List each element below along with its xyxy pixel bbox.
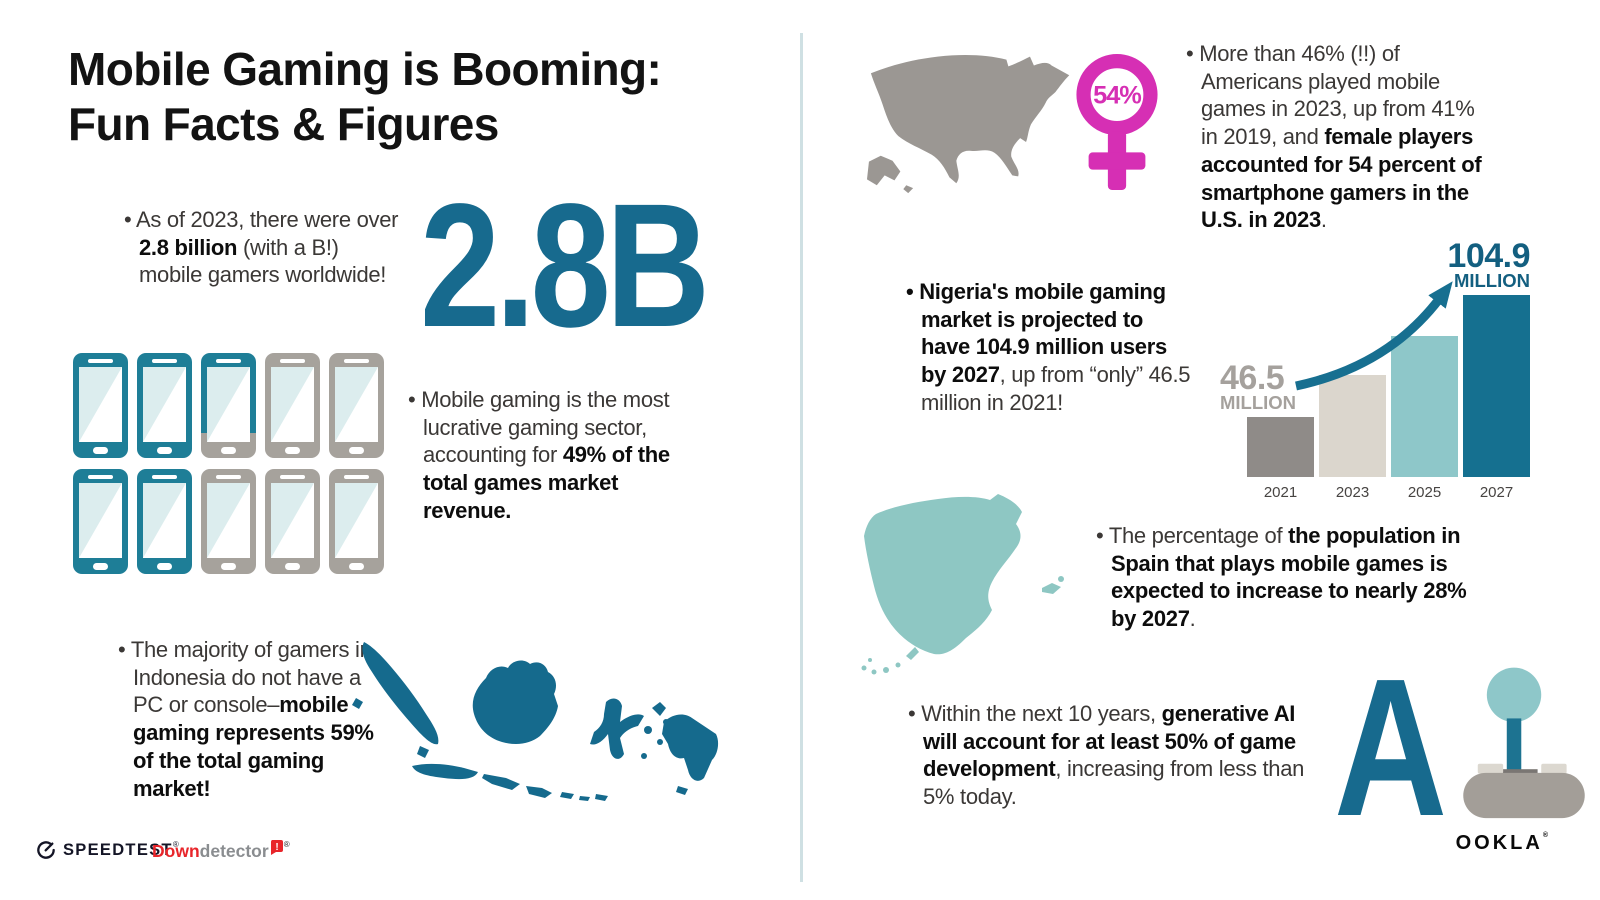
fact-nigeria: • Nigeria's mobile gaming market is proj… [906, 279, 1191, 415]
chart-bars: 2021 2023 2025 2027 [1218, 295, 1530, 502]
downdetector-detector: detector [199, 841, 269, 861]
female-symbol-icon: 54% [1076, 54, 1158, 190]
female-share-value: 54% [1093, 82, 1141, 110]
ai-letter-a: A [1334, 637, 1447, 857]
chart-min-label: 46.5 MILLION [1220, 359, 1297, 414]
indonesia-map-icon [352, 642, 719, 801]
bar-2023 [1319, 375, 1386, 477]
fact-worldwide-gamers: • As of 2023, there were over 2.8 billio… [124, 207, 399, 288]
bar-2025 [1391, 336, 1458, 477]
bar-year-label: 2023 [1335, 484, 1370, 501]
fact-usa-players: • More than 46% (!!) of Americans played… [1186, 41, 1482, 233]
svg-text:!: ! [275, 842, 278, 853]
phone-icon [201, 353, 256, 458]
ookla-trademark: ® [1542, 832, 1548, 839]
phone-icon [73, 353, 128, 458]
phones-pictogram [72, 352, 385, 575]
phone-icon [265, 353, 320, 458]
fact-indonesia: • The majority of gamers in Indonesia do… [118, 637, 374, 801]
bar-2021 [1247, 417, 1314, 477]
nigeria-users-bar-chart: 46.5 MILLION 104.9 MILLION 2021 2023 202… [1218, 239, 1530, 502]
spain-map-icon [861, 494, 1064, 675]
bar-year-label: 2025 [1407, 484, 1442, 501]
downdetector-logo: Down detector ! ® [152, 840, 290, 862]
chart-max-number: 104.9 [1447, 237, 1530, 276]
phone-icon [265, 469, 320, 574]
ai-graphic: A [1334, 637, 1592, 857]
speedtest-trademark: ® [172, 839, 181, 849]
phone-icon [201, 469, 256, 574]
downdetector-alert-icon: ! [270, 840, 283, 855]
ookla-logo: OOKLA® [1455, 832, 1548, 854]
phone-icon [73, 469, 128, 574]
bar-2027 [1463, 295, 1530, 477]
speedtest-logo: SPEEDTEST® [36, 840, 180, 860]
phone-icon [137, 469, 192, 574]
joystick-icon [1462, 667, 1585, 819]
fact-spain: • The percentage of the population in Sp… [1096, 523, 1467, 632]
downdetector-down: Down [152, 841, 200, 861]
bar-group-2027: 2027 [1463, 295, 1530, 502]
phone-icon [329, 353, 384, 458]
fact-generative-ai: • Within the next 10 years, generative A… [908, 701, 1305, 810]
downdetector-trademark: ® [283, 840, 290, 849]
page-title: Mobile Gaming is Booming: Fun Facts & Fi… [68, 42, 662, 152]
fact-revenue-share: • Mobile gaming is the most lucrative ga… [408, 387, 670, 523]
bar-year-label: 2021 [1263, 484, 1298, 501]
big-stat-2-8b: 2.8B [420, 168, 710, 364]
phone-icon [137, 353, 192, 458]
page-title-line1: Mobile Gaming is Booming: [68, 43, 662, 95]
usa-map-icon [866, 54, 1070, 194]
growth-arrow-icon [1295, 281, 1453, 391]
phone-icon [329, 469, 384, 574]
speedtest-gauge-icon [37, 841, 55, 859]
chart-min-number: 46.5 [1220, 359, 1285, 398]
speedtest-wordmark: SPEEDTEST® [63, 839, 181, 859]
bar-year-label: 2027 [1479, 484, 1514, 501]
chart-max-unit: MILLION [1453, 270, 1530, 292]
chart-min-unit: MILLION [1220, 392, 1297, 414]
bar-group-2023: 2023 [1319, 375, 1386, 502]
center-divider [800, 33, 803, 882]
bar-group-2021: 2021 [1247, 417, 1314, 502]
page-title-line2: Fun Facts & Figures [68, 98, 499, 151]
bar-group-2025: 2025 [1391, 336, 1458, 502]
chart-max-label: 104.9 MILLION [1447, 237, 1530, 292]
